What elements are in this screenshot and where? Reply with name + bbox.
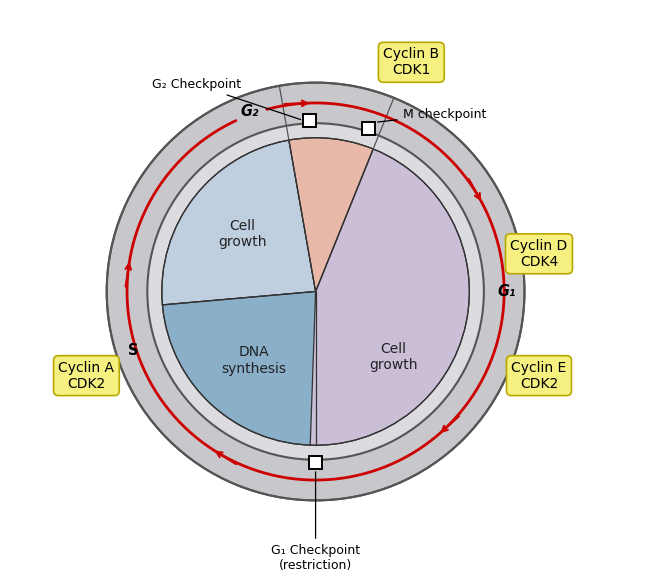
Text: G₁: G₁ [498,284,516,299]
Wedge shape [163,292,316,445]
Text: S: S [129,343,139,358]
Wedge shape [162,140,316,305]
Bar [303,114,316,127]
Bar [309,456,322,469]
Circle shape [107,83,524,500]
Text: G₂: G₂ [241,104,259,119]
Wedge shape [310,149,470,445]
Bar [362,122,375,135]
Text: G₁ Checkpoint
(restriction): G₁ Checkpoint (restriction) [271,472,360,572]
Text: Cyclin A
CDK2: Cyclin A CDK2 [59,360,115,391]
Wedge shape [289,138,373,292]
Text: DNA
synthesis: DNA synthesis [221,345,286,375]
Text: Cyclin D
CDK4: Cyclin D CDK4 [510,238,567,269]
Circle shape [147,123,484,460]
Text: Cell
growth: Cell growth [218,219,266,250]
Text: M checkpoint: M checkpoint [378,108,486,122]
Text: Cyclin E
CDK2: Cyclin E CDK2 [511,360,567,391]
Text: Cell
growth: Cell growth [369,342,418,372]
Text: Cyclin B
CDK1: Cyclin B CDK1 [383,47,440,78]
Text: G₂ Checkpoint: G₂ Checkpoint [152,78,300,120]
